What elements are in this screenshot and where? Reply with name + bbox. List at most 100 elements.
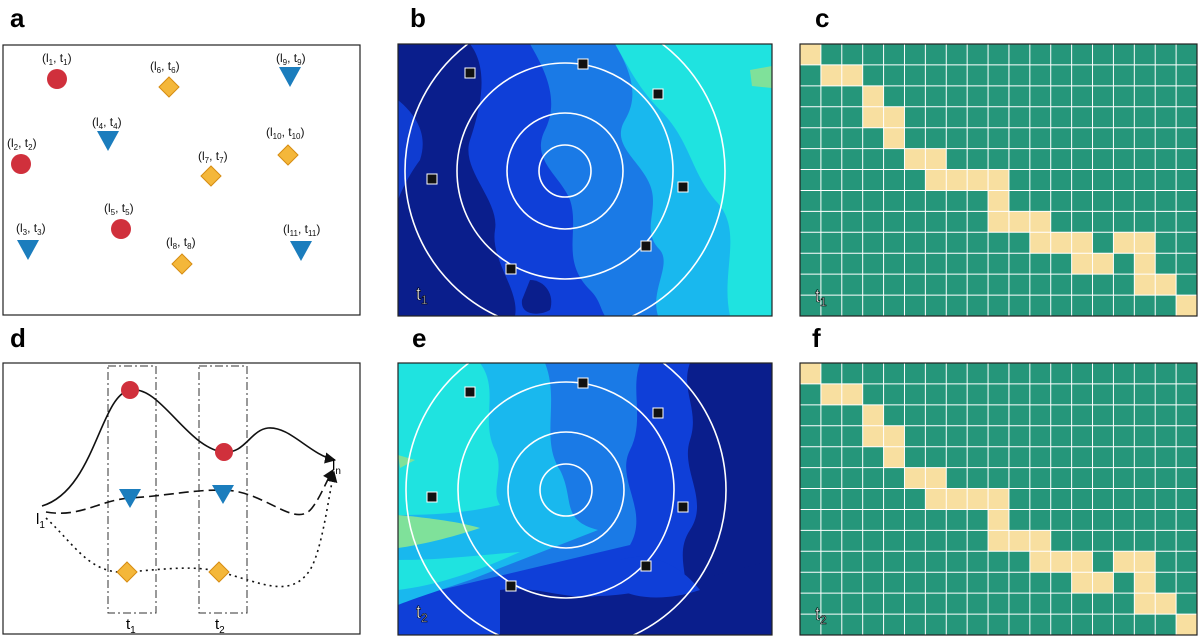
grid-frame xyxy=(799,362,1198,636)
time-label-2: t2 xyxy=(215,616,225,636)
point-label: (l11, t11) xyxy=(283,222,320,238)
panel-letter-f: f xyxy=(812,323,821,353)
panel-d-frame xyxy=(2,362,361,635)
grid-cell-active xyxy=(820,383,842,405)
grid-cell-active xyxy=(1029,551,1051,573)
time-label-1: t1 xyxy=(126,616,136,636)
grid-cell-active xyxy=(883,106,905,128)
panel-f-time-label: t2 xyxy=(815,604,827,627)
marker-diamond xyxy=(171,253,193,275)
grid-cell-active xyxy=(904,467,926,489)
grid-cell-active xyxy=(1134,593,1156,615)
grid-cell-active xyxy=(967,488,989,510)
grid-cell-active xyxy=(988,211,1009,233)
grid-cell-active xyxy=(862,425,884,447)
marker-triangle-t2 xyxy=(212,485,234,504)
marker-diamond-t2 xyxy=(208,561,230,583)
panel-f-matrix: t2 xyxy=(799,362,1198,636)
grid-cell-active xyxy=(862,404,884,426)
grid-cell-active xyxy=(1134,253,1156,275)
grid-cell-active xyxy=(862,106,884,128)
point-label: (l9, t9) xyxy=(276,51,306,67)
point-label: (l6, t6) xyxy=(150,59,180,75)
grid-cell-active xyxy=(988,509,1009,531)
marker-triangle xyxy=(97,131,119,151)
grid-cell-active xyxy=(1092,253,1114,275)
marker-diamond xyxy=(277,144,299,166)
panel-c-time-label: t1 xyxy=(815,286,827,309)
grid-cell-active xyxy=(967,169,989,191)
grid-cell-active xyxy=(883,127,905,149)
grid-cell-active xyxy=(1071,232,1093,254)
panel-a-scatter: (l1, t1) (l2, t2) (l3, t3) (l4, t4) (l5, t5)… xyxy=(2,44,361,316)
marker-diamond-t1 xyxy=(116,561,138,583)
marker-triangle xyxy=(290,241,312,261)
panel-letter-a: a xyxy=(10,3,25,33)
grid-cell-active xyxy=(1029,211,1051,233)
marker-diamond xyxy=(158,76,180,98)
panel-c-matrix: t1 xyxy=(799,43,1198,317)
grid-cell-active xyxy=(1176,614,1197,635)
grid-cell-active xyxy=(800,363,821,384)
grid-cell-active xyxy=(800,44,821,65)
marker-circle xyxy=(11,154,31,174)
marker-diamond xyxy=(200,165,222,187)
grid-cell-active xyxy=(1155,593,1177,615)
grid-cell-active xyxy=(1029,530,1051,552)
grid-cell-active xyxy=(1071,253,1093,275)
trajectory-solid xyxy=(41,389,337,507)
grid-cell-active xyxy=(988,530,1009,552)
end-location-label: ln xyxy=(332,457,341,477)
panel-e-frame xyxy=(397,362,773,636)
panel-e-contour-map: t2 xyxy=(397,362,773,636)
point-label: (l2, t2) xyxy=(7,136,37,152)
grid-cell-active xyxy=(1134,274,1156,296)
grid-cell-active xyxy=(883,446,905,468)
start-location-label: l1 xyxy=(36,511,45,531)
grid-cell-active xyxy=(925,169,947,191)
grid-cell-active xyxy=(1134,232,1156,254)
marker-circle xyxy=(47,69,67,89)
grid-cell-active xyxy=(988,169,1009,191)
marker-circle xyxy=(111,219,131,239)
grid-cell-active xyxy=(904,148,926,170)
panel-letter-d: d xyxy=(10,323,26,353)
grid-cell-active xyxy=(1071,551,1093,573)
grid-cell-active xyxy=(1176,295,1197,316)
grid-cell-active xyxy=(862,85,884,107)
grid-cell-active xyxy=(1008,211,1030,233)
marker-circle-t2 xyxy=(215,443,233,461)
marker-triangle xyxy=(17,240,39,260)
time-window-2 xyxy=(198,365,248,614)
panel-letter-b: b xyxy=(410,3,426,33)
marker-triangle-t1 xyxy=(119,489,141,508)
grid-cell-active xyxy=(1008,530,1030,552)
grid-cell-active xyxy=(1113,232,1135,254)
grid-cell-active xyxy=(841,383,863,405)
panel-b-contour-map: t1 xyxy=(397,43,773,317)
panel-b-time-label: t1 xyxy=(416,284,428,307)
panel-e-time-label: t2 xyxy=(416,602,428,625)
point-label: (l3, t3) xyxy=(16,221,46,237)
panel-letter-c: c xyxy=(815,3,829,33)
grid-cell-active xyxy=(925,488,947,510)
marker-triangle xyxy=(279,67,301,87)
point-label: (l7, t7) xyxy=(198,149,228,165)
grid-cell-active xyxy=(841,64,863,86)
grid-cell-active xyxy=(820,64,842,86)
panel-b-frame xyxy=(397,43,773,317)
grid-cell-active xyxy=(946,488,968,510)
point-label: (l1, t1) xyxy=(42,51,72,67)
panel-letter-e: e xyxy=(412,323,426,353)
grid-cell-active xyxy=(946,169,968,191)
grid-frame xyxy=(799,43,1198,317)
marker-circle-t1 xyxy=(121,381,139,399)
point-label: (l5, t5) xyxy=(104,201,134,217)
grid-cell-active xyxy=(1113,551,1135,573)
grid-cell-active xyxy=(1134,572,1156,594)
grid-cell-active xyxy=(1071,572,1093,594)
grid-cell-active xyxy=(925,148,947,170)
grid-cell-active xyxy=(988,488,1009,510)
grid-cell-active xyxy=(1134,551,1156,573)
